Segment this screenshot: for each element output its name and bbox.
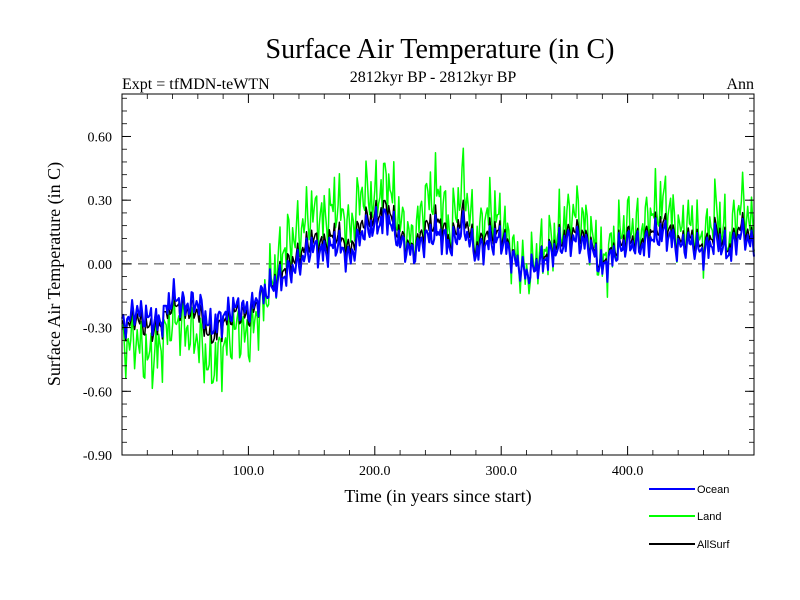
plot-frame [121,93,755,456]
legend-label-ocean: Ocean [697,484,729,496]
series-line-ocean [121,206,755,339]
legend-label-allsurf: AllSurf [697,539,730,551]
y-axis-label: Surface Air Temperature (in C) [44,162,65,386]
y-tick-label: -0.60 [83,385,112,400]
period-label: 2812kyr BP - 2812kyr BP [350,69,517,86]
axis-layer: -0.90 -0.60 -0.30 0.00 0.30 0.60 100.0 200.0 300… [83,94,754,479]
experiment-label: Expt = tfMDN-teWTN [122,76,270,93]
legend-label-land: Land [697,511,721,523]
series-line-land [121,147,755,393]
x-axis-label: Time (in years since start) [344,486,531,507]
chart-title: Surface Air Temperature (in C) [266,34,615,65]
series-layer [121,147,755,393]
x-tick-label: 300.0 [485,464,517,479]
x-tick-label: 400.0 [612,464,644,479]
legend: Ocean Land AllSurf [649,484,730,551]
y-tick-label: 0.60 [88,130,113,145]
y-tick-label: -0.90 [83,449,112,464]
x-tick-label: 100.0 [233,464,265,479]
x-tick-label: 200.0 [359,464,391,479]
y-tick-label: 0.30 [88,194,113,209]
y-tick-label: -0.30 [83,322,112,337]
y-tick-label: 0.00 [88,258,113,273]
season-label: Ann [726,76,754,93]
